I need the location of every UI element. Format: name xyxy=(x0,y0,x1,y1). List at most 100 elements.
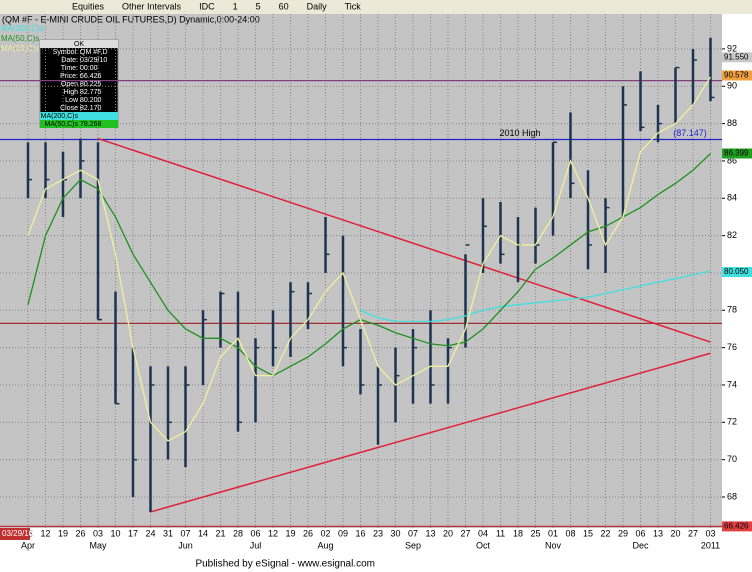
y-tick-label: 90 xyxy=(727,81,737,91)
data-window-key: Low xyxy=(65,97,79,104)
toolbar-button[interactable]: 5 xyxy=(256,1,261,11)
chart-title: (QM #F - E-MINI CRUDE OIL FUTURES,D) Dyn… xyxy=(2,14,260,24)
x-tick-label: 30 xyxy=(390,528,400,538)
x-month-label: Aug xyxy=(317,540,333,550)
y-tick-label: 76 xyxy=(727,342,737,352)
x-tick-label: 07 xyxy=(408,528,418,538)
moving-average xyxy=(360,270,711,323)
toolbar-button[interactable]: 1 xyxy=(233,1,238,11)
x-tick-label: 28 xyxy=(233,528,243,538)
x-tick-label: 22 xyxy=(600,528,610,538)
toolbar-button[interactable]: Equities xyxy=(72,1,105,11)
y-tick-label: 74 xyxy=(727,379,737,389)
y-tick-label: 68 xyxy=(727,491,737,501)
x-tick-label: 20 xyxy=(443,528,453,538)
price-tag xyxy=(722,521,752,532)
moving-average xyxy=(27,153,711,377)
toolbar-button[interactable]: IDC xyxy=(199,1,215,11)
legend-entry: MA(50,C)s xyxy=(1,34,39,43)
footer: Published by eSignal - www.esignal.com xyxy=(195,559,375,570)
data-window-key: Time: xyxy=(61,65,78,72)
data-window-key: Price: xyxy=(60,73,78,80)
x-tick-label: 25 xyxy=(530,528,540,538)
x-tick-label: 14 xyxy=(198,528,208,538)
x-tick-label: 04 xyxy=(478,528,488,538)
annotation-value: (87.147) xyxy=(673,128,707,138)
x-tick-label: 16 xyxy=(355,528,365,538)
y-tick-label: 84 xyxy=(727,193,737,203)
annotation: 2010 High xyxy=(499,128,540,138)
x-tick-label: 15 xyxy=(583,528,593,538)
data-window-key: Close xyxy=(60,105,78,112)
x-tick-label: 07 xyxy=(180,528,190,538)
x-tick-label: 26 xyxy=(75,528,85,538)
price-tag xyxy=(722,148,752,159)
x-tick-label: 10 xyxy=(110,528,120,538)
x-tick-label: 13 xyxy=(653,528,663,538)
price-tag-label: 91.550 xyxy=(724,52,749,61)
x-tick-label: 17 xyxy=(128,528,138,538)
data-window-value: 03/29/10 xyxy=(80,57,107,64)
data-window-value: 82.775 xyxy=(80,89,102,96)
data-window-row-bg xyxy=(40,112,118,120)
y-tick-label: 92 xyxy=(727,43,737,53)
x-tick-label: 21 xyxy=(215,528,225,538)
toolbar-button[interactable]: Tick xyxy=(345,1,362,11)
toolbar-button[interactable]: Daily xyxy=(307,1,328,11)
y-tick-label: 72 xyxy=(727,417,737,427)
data-window-value: 66.426 xyxy=(80,73,102,80)
x-tick-label: 18 xyxy=(513,528,523,538)
y-tick-label: 82 xyxy=(727,230,737,240)
x-tick-label: 11 xyxy=(496,528,505,538)
price-tag xyxy=(722,267,752,278)
trend-line xyxy=(150,352,711,513)
x-tick-label: 19 xyxy=(285,528,295,538)
data-window-key: MA(50,C)s xyxy=(45,121,79,128)
moving-average xyxy=(27,76,712,442)
x-tick-label: 12 xyxy=(40,528,50,538)
data-window-key: MA(200,C)s xyxy=(41,113,79,120)
x-tick-label: 13 xyxy=(425,528,435,538)
start-date-box xyxy=(0,528,30,540)
x-tick-label: 20 xyxy=(670,528,680,538)
x-month-label: Apr xyxy=(21,540,35,550)
data-window-row-bg xyxy=(40,120,118,128)
x-tick-label: 03 xyxy=(93,528,103,538)
price-tag-label: 80.050 xyxy=(724,267,749,276)
date-axis xyxy=(0,528,752,558)
y-tick-label: 78 xyxy=(727,305,737,315)
x-month-label: Jun xyxy=(178,540,193,550)
x-tick-label: 03 xyxy=(705,528,715,538)
x-tick-label: 19 xyxy=(58,528,68,538)
x-tick-label: 24 xyxy=(145,528,155,538)
x-tick-label: 31 xyxy=(163,528,173,538)
x-tick-label: 27 xyxy=(688,528,698,538)
x-tick-label: 26 xyxy=(303,528,313,538)
toolbar-button[interactable]: 60 xyxy=(279,1,289,11)
data-window-value: 80.225 xyxy=(80,81,102,88)
x-month-label: Sep xyxy=(405,540,421,550)
y-tick-label: 88 xyxy=(727,118,737,128)
x-month-label: Oct xyxy=(476,540,491,550)
price-tag-label: 90.578 xyxy=(724,71,749,80)
x-month-label: Nov xyxy=(545,540,562,550)
x-tick-label: 06 xyxy=(250,528,260,538)
x-tick-label: 06 xyxy=(635,528,645,538)
x-tick-label: 08 xyxy=(565,528,575,538)
x-tick-label: 27 xyxy=(460,528,470,538)
data-window-key: Open xyxy=(61,81,78,88)
price-tag xyxy=(722,52,752,63)
toolbar-button[interactable]: Other Intervals xyxy=(122,1,182,11)
data-window-value: 78.268 xyxy=(80,121,102,128)
data-window-header xyxy=(40,40,118,48)
data-window-value: QM #F,D xyxy=(80,49,108,56)
data-window-value: 00:00 xyxy=(80,65,98,72)
price-tag-label: 66.426 xyxy=(724,522,749,531)
x-month-label: Jul xyxy=(250,540,262,550)
plot-area xyxy=(0,14,722,528)
x-tick-label: 09 xyxy=(338,528,348,538)
start-date: 03/29/10 xyxy=(2,529,34,538)
x-tick-label: 23 xyxy=(373,528,383,538)
x-tick-label: 29 xyxy=(618,528,628,538)
